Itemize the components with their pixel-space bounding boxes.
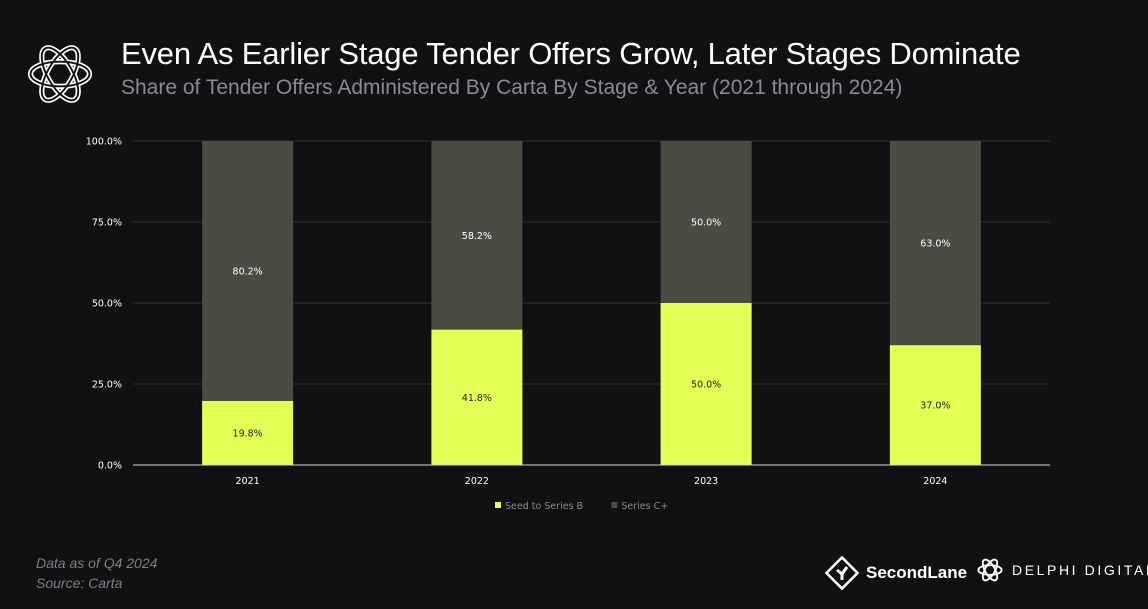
x-tick-label: 2023 [694, 476, 718, 487]
delphi-digital-name: DELPHI DIGITAL [1012, 562, 1148, 578]
bar-series-c-plus [660, 141, 752, 303]
legend-label: Series C+ [621, 501, 668, 512]
data-label: 80.2% [233, 266, 263, 277]
data-label: 50.0% [691, 380, 721, 391]
bar-series-c-plus [431, 141, 523, 330]
axes: 0.0% 25.0% 50.0% 75.0% 100.0% 2021 2022 2023 202… [86, 137, 1050, 487]
y-tick-label: 75.0% [92, 218, 122, 229]
data-label: 41.8% [462, 393, 492, 404]
legend-label: Seed to Series B [505, 501, 583, 512]
footnote-source: Source: Carta [36, 575, 123, 591]
bar-seed-to-series-b [660, 303, 752, 465]
legend: Seed to Series B Series C+ [495, 501, 668, 512]
bar-seed-to-series-b [889, 345, 981, 465]
secondlane-logo-icon [824, 555, 860, 591]
y-tick-label: 0.0% [98, 461, 122, 472]
bars [202, 141, 981, 465]
data-label: 37.0% [920, 401, 950, 412]
legend-swatch [495, 502, 501, 508]
bar-series-c-plus [202, 141, 294, 401]
y-tick-label: 25.0% [92, 380, 122, 391]
x-tick-label: 2024 [923, 476, 947, 487]
secondlane-brand: SecondLane [824, 555, 967, 591]
secondlane-name: SecondLane [866, 563, 968, 582]
chart-subtitle: Share of Tender Offers Administered By C… [121, 76, 903, 99]
delphi-digital-brand: DELPHI DIGITAL [975, 555, 1148, 585]
data-label: 58.2% [462, 231, 492, 242]
y-tick-label: 50.0% [92, 299, 122, 310]
delphi-logo-icon [977, 558, 1003, 582]
footnote-data-date: Data as of Q4 2024 [36, 555, 158, 571]
chart-title: Even As Earlier Stage Tender Offers Grow… [121, 36, 1021, 71]
data-labels: 19.8% 80.2% 41.8% 58.2% 50.0% 50.0% 37.0% 63.0% [233, 218, 951, 440]
carta-logo-icon [27, 45, 93, 103]
y-tick-label: 100.0% [86, 137, 122, 148]
bar-seed-to-series-b [202, 400, 294, 465]
data-label: 63.0% [920, 239, 950, 250]
x-tick-label: 2022 [465, 476, 489, 487]
stacked-bar-chart: 19.8% 80.2% 41.8% 58.2% 50.0% 50.0% 37.0% 63.0%… [86, 137, 1050, 512]
data-label: 19.8% [233, 428, 263, 439]
data-label: 50.0% [691, 218, 721, 229]
bar-series-c-plus [889, 141, 981, 346]
bar-seed-to-series-b [431, 329, 523, 465]
legend-swatch [611, 502, 618, 508]
x-tick-label: 2021 [236, 476, 260, 487]
